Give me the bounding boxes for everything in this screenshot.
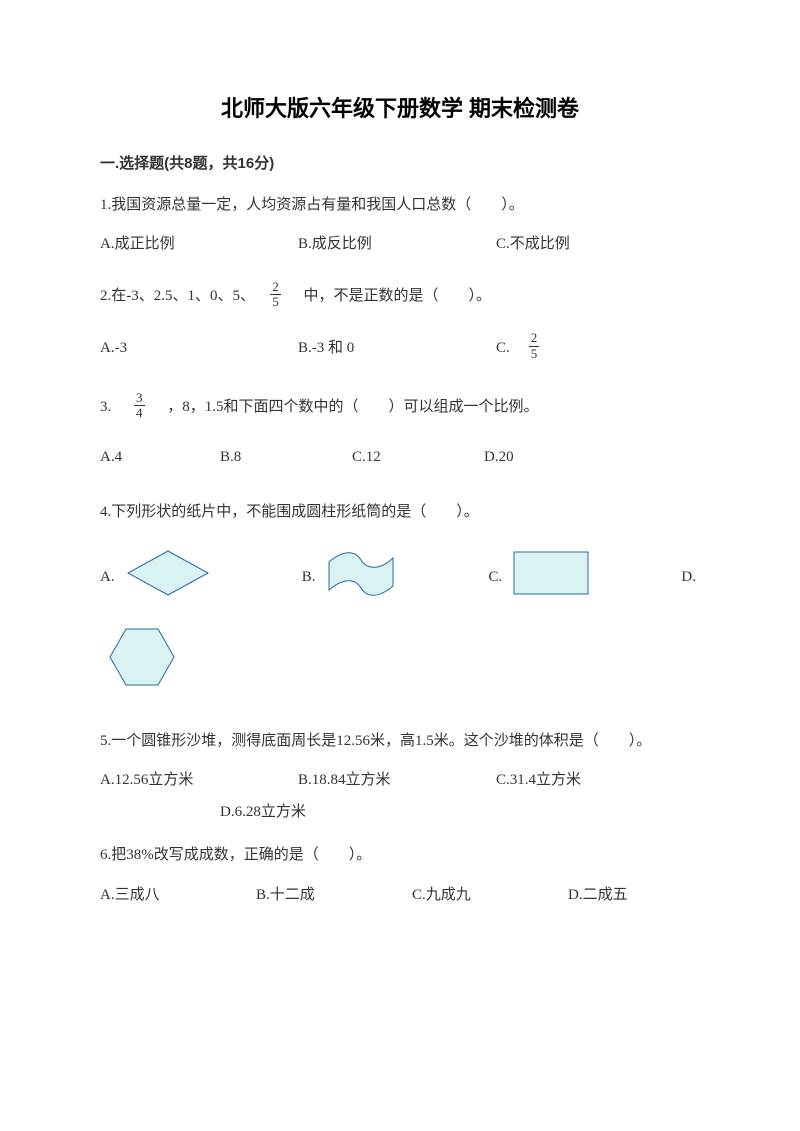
wave-shape-icon [325, 548, 397, 608]
q3-frac-num: 3 [134, 391, 145, 406]
q4-option-c-label: C. [489, 565, 503, 591]
section-header: 一.选择题(共8题，共16分) [100, 151, 700, 177]
page-title: 北师大版六年级下册数学 期末检测卷 [100, 90, 700, 127]
q1-option-b: B.成反比例 [298, 232, 496, 258]
q3-option-d: D.20 [484, 445, 616, 471]
q3-text: 3. 3 4 ，8，1.5和下面四个数中的（ ）可以组成一个比例。 [100, 393, 700, 423]
rhombus-shape-icon [125, 548, 211, 608]
question-6: 6.把38%改写成成数，正确的是（ ）。 A.三成八 B.十二成 C.九成九 D… [100, 843, 700, 908]
question-4: 4.下列形状的纸片中，不能围成圆柱形纸筒的是（ ）。 A. B. C. [100, 500, 700, 699]
q5-options: A.12.56立方米 B.18.84立方米 C.31.4立方米 [100, 768, 700, 794]
q4-options: A. B. C. [100, 548, 700, 608]
q2-fraction: 2 5 [270, 280, 281, 310]
question-1: 1.我国资源总量一定，人均资源占有量和我国人口总数（ ）。 A.成正比例 B.成… [100, 193, 700, 258]
q4-option-d-shape-row [100, 625, 700, 699]
q1-options: A.成正比例 B.成反比例 C.不成比例 [100, 232, 700, 258]
q2-text: 2.在-3、2.5、1、0、5、 2 5 中，不是正数的是（ ）。 [100, 282, 700, 312]
rhombus-path [128, 551, 208, 595]
q3-prefix: 3. [100, 399, 126, 415]
q2-option-b: B.-3 和 0 [298, 333, 496, 363]
hexagon-path [110, 629, 174, 685]
q3-fraction: 3 4 [134, 391, 145, 421]
q4-option-a-label: A. [100, 565, 115, 591]
q2-text-before: 2.在-3、2.5、1、0、5、 [100, 288, 263, 304]
q2-text-after: 中，不是正数的是（ ）。 [289, 288, 492, 304]
q2-optc-frac-num: 2 [529, 331, 540, 346]
q2-optc-frac-den: 5 [529, 347, 540, 361]
q6-option-d: D.二成五 [568, 883, 700, 909]
q4-option-d-label: D. [681, 565, 696, 591]
q2-frac-num: 2 [270, 280, 281, 295]
q5-option-c: C.31.4立方米 [496, 768, 694, 794]
q4-text: 4.下列形状的纸片中，不能围成圆柱形纸筒的是（ ）。 [100, 500, 700, 526]
q5-text: 5.一个圆锥形沙堆，测得底面周长是12.56米，高1.5米。这个沙堆的体积是（ … [100, 729, 700, 755]
q2-option-c-fraction: 2 5 [529, 331, 540, 361]
q5-option-d: D.6.28立方米 [220, 800, 700, 826]
q4-option-c: C. [489, 550, 597, 606]
q6-option-b: B.十二成 [256, 883, 412, 909]
q6-option-c: C.九成九 [412, 883, 568, 909]
question-2: 2.在-3、2.5、1、0、5、 2 5 中，不是正数的是（ ）。 A.-3 B… [100, 282, 700, 363]
q3-frac-den: 4 [134, 406, 145, 420]
rectangle-shape-icon [512, 550, 590, 606]
q1-option-c: C.不成比例 [496, 232, 694, 258]
q3-option-c: C.12 [352, 445, 484, 471]
q4-option-b: B. [302, 548, 404, 608]
q3-option-b: B.8 [220, 445, 352, 471]
q3-text-after: ，8，1.5和下面四个数中的（ ）可以组成一个比例。 [152, 399, 538, 415]
q3-option-a: A.4 [100, 445, 220, 471]
q2-option-c-label: C. [496, 336, 525, 362]
rectangle-path [514, 552, 588, 594]
q4-option-d: D. [681, 565, 700, 591]
q4-option-a: A. [100, 548, 217, 608]
question-5: 5.一个圆锥形沙堆，测得底面周长是12.56米，高1.5米。这个沙堆的体积是（ … [100, 729, 700, 826]
q5-option-a: A.12.56立方米 [100, 768, 298, 794]
q4-option-b-label: B. [302, 565, 316, 591]
q6-option-a: A.三成八 [100, 883, 256, 909]
q3-options: A.4 B.8 C.12 D.20 [100, 445, 700, 471]
q2-option-a: A.-3 [100, 333, 298, 363]
question-3: 3. 3 4 ，8，1.5和下面四个数中的（ ）可以组成一个比例。 A.4 B.… [100, 393, 700, 470]
q2-options: A.-3 B.-3 和 0 C. 2 5 [100, 333, 700, 363]
q1-text: 1.我国资源总量一定，人均资源占有量和我国人口总数（ ）。 [100, 193, 700, 219]
hexagon-shape-icon [106, 625, 178, 699]
q5-option-b: B.18.84立方米 [298, 768, 496, 794]
q2-option-c: C. 2 5 [496, 333, 694, 363]
q6-options: A.三成八 B.十二成 C.九成九 D.二成五 [100, 883, 700, 909]
q2-frac-den: 5 [270, 295, 281, 309]
q6-text: 6.把38%改写成成数，正确的是（ ）。 [100, 843, 700, 869]
q1-option-a: A.成正比例 [100, 232, 298, 258]
